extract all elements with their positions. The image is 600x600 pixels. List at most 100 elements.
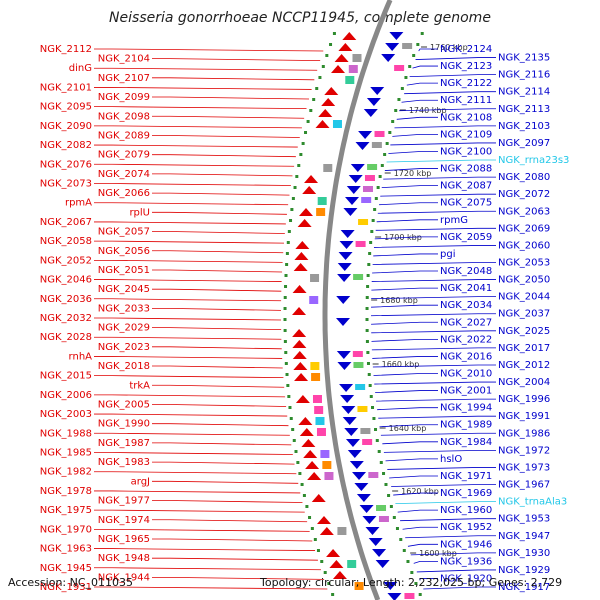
leader-line — [94, 183, 291, 186]
ring-dot — [302, 494, 306, 497]
leader-line — [373, 373, 438, 376]
leader-line — [94, 471, 297, 475]
leader-line — [416, 569, 496, 573]
ring-dot — [389, 505, 393, 508]
gene-label-ngk-2080: NGK_2080 — [498, 172, 550, 183]
leader-line — [423, 586, 496, 590]
feature-block — [353, 274, 364, 280]
gene-label-ngk-2048: NGK_2048 — [440, 266, 492, 277]
feature-block — [404, 593, 415, 599]
ring-dot — [289, 219, 293, 222]
ring-dot — [332, 32, 336, 35]
gene-label-ngk-2072: NGK_2072 — [498, 189, 550, 200]
ring-dot — [283, 340, 287, 343]
gene-label-ngk-rrna23s3: NGK_rrna23s3 — [498, 155, 569, 166]
ring-dot — [305, 505, 309, 508]
leader-line — [412, 65, 438, 69]
gene-label-ngk-2001: NGK_2001 — [440, 386, 492, 397]
forward-gene-arrow — [298, 417, 313, 425]
label-leaders — [94, 48, 496, 590]
reverse-gene-arrow — [345, 439, 360, 447]
ring-dot — [310, 527, 314, 530]
gene-label-ngk-2036: NGK_2036 — [40, 294, 92, 305]
ring-dot — [412, 54, 416, 57]
reverse-gene-arrow — [337, 362, 352, 370]
feature-block — [322, 461, 332, 469]
reverse-gene-arrow — [355, 142, 370, 150]
gene-label-ngk-1982: NGK_1982 — [40, 467, 92, 478]
ring-dot — [408, 65, 412, 68]
reverse-gene-arrow — [375, 560, 390, 568]
leader-line — [152, 327, 282, 331]
gene-label-ngk-2057: NGK_2057 — [98, 227, 150, 238]
leader-line — [152, 404, 287, 407]
gene-label-pgi: pgi — [440, 249, 455, 260]
gene-label-ngk-2010: NGK_2010 — [440, 369, 492, 380]
feature-block — [358, 219, 369, 225]
leader-line — [406, 82, 438, 86]
reverse-gene-arrow — [383, 582, 398, 590]
reverse-gene-arrow — [339, 241, 354, 249]
leader-line — [94, 202, 289, 206]
ring-dot — [376, 186, 380, 189]
leader-line — [395, 501, 496, 505]
ring-dot — [397, 98, 401, 101]
leader-line — [94, 452, 293, 455]
forward-gene-arrow — [292, 340, 307, 348]
feature-block — [361, 197, 372, 203]
forward-gene-arrow — [293, 263, 308, 271]
leader-line — [152, 58, 321, 62]
ring-dot — [286, 241, 290, 244]
leader-line — [381, 185, 438, 189]
gene-label-ngk-2028: NGK_2028 — [40, 332, 92, 343]
leader-line — [152, 480, 299, 484]
feature-block — [360, 428, 371, 434]
leader-line — [413, 560, 438, 564]
feature-block — [364, 175, 375, 181]
gene-label-ngk-2032: NGK_2032 — [40, 313, 92, 324]
ring-dot — [372, 417, 376, 420]
leader-line — [371, 304, 438, 308]
ring-dot — [287, 395, 291, 398]
ring-dot — [286, 384, 290, 387]
leader-line — [387, 467, 496, 470]
ring-dot — [294, 450, 298, 453]
gene-label-ngk-2029: NGK_2029 — [98, 323, 150, 334]
reverse-gene-arrow — [385, 43, 400, 51]
leader-line — [371, 330, 496, 334]
leader-line — [396, 116, 438, 120]
leader-line — [374, 381, 496, 385]
ring-dot — [369, 241, 373, 244]
leader-line — [152, 77, 315, 81]
feature-block — [353, 362, 364, 368]
reverse-gene-arrow — [365, 527, 380, 535]
gene-label-ngk-2073: NGK_2073 — [40, 179, 92, 190]
reverse-gene-arrow — [347, 450, 362, 458]
leader-line — [94, 413, 288, 417]
gene-label-ngk-1991: NGK_1991 — [498, 411, 550, 422]
gene-label-ngk-2053: NGK_2053 — [498, 257, 550, 268]
forward-gene-arrow — [294, 252, 309, 260]
gene-label-ngk-1983: NGK_1983 — [98, 457, 150, 468]
ring-dot — [298, 472, 302, 475]
forward-gene-arrow — [305, 461, 320, 469]
leader-line — [372, 364, 496, 368]
ring-dot — [284, 351, 288, 354]
feature-block — [378, 516, 389, 522]
gene-label-ngk-1967: NGK_1967 — [498, 480, 550, 491]
feature-block — [310, 362, 320, 370]
ring-dot — [295, 175, 299, 178]
ring-dot — [368, 252, 372, 255]
feature-block — [357, 406, 368, 412]
ring-dot — [366, 351, 370, 354]
gene-label-ngk-1945: NGK_1945 — [40, 563, 92, 574]
gene-label-ngk-2067: NGK_2067 — [40, 217, 92, 228]
gene-label-ngk-2104: NGK_2104 — [98, 54, 150, 65]
reverse-gene-arrow — [343, 208, 358, 216]
leader-line — [94, 490, 301, 494]
ring-dot — [385, 142, 389, 145]
leader-line — [94, 87, 312, 90]
forward-gene-arrow — [315, 120, 330, 128]
